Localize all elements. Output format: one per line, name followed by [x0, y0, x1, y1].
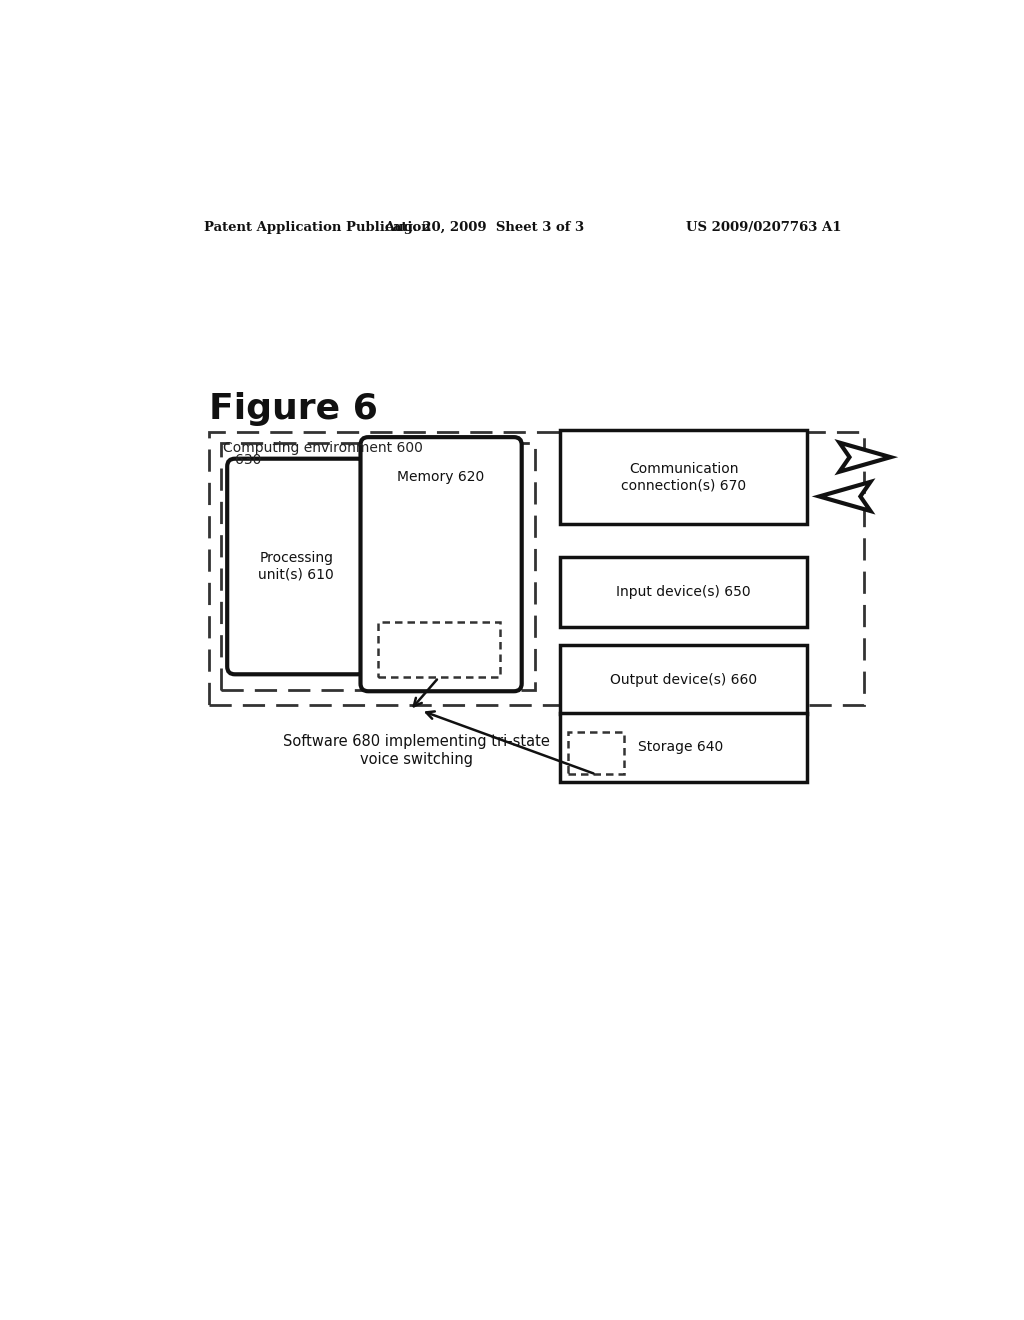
Text: Memory 620: Memory 620 [397, 470, 484, 484]
FancyBboxPatch shape [360, 437, 521, 692]
Text: Aug. 20, 2009  Sheet 3 of 3: Aug. 20, 2009 Sheet 3 of 3 [384, 222, 585, 234]
Text: Storage 640: Storage 640 [638, 741, 723, 755]
Bar [209, 432, 864, 705]
Text: US 2009/0207763 A1: US 2009/0207763 A1 [685, 222, 841, 234]
Bar [378, 622, 500, 677]
Bar [560, 430, 807, 524]
Polygon shape [840, 442, 891, 471]
Text: Processing
unit(s) 610: Processing unit(s) 610 [258, 552, 334, 582]
Bar [560, 713, 807, 781]
FancyBboxPatch shape [227, 459, 366, 675]
Polygon shape [819, 482, 870, 511]
Bar [560, 645, 807, 714]
Bar [221, 444, 535, 689]
Text: Computing environment 600: Computing environment 600 [223, 441, 423, 455]
Bar [568, 733, 624, 775]
Text: Input device(s) 650: Input device(s) 650 [616, 585, 751, 599]
Text: Software 680 implementing tri-state
voice switching: Software 680 implementing tri-state voic… [283, 734, 550, 767]
Text: 630: 630 [234, 453, 261, 466]
Text: Output device(s) 660: Output device(s) 660 [610, 673, 757, 686]
Text: Patent Application Publication: Patent Application Publication [204, 222, 431, 234]
Text: Figure 6: Figure 6 [209, 392, 378, 425]
Bar [560, 557, 807, 627]
Text: Communication
connection(s) 670: Communication connection(s) 670 [622, 462, 746, 492]
